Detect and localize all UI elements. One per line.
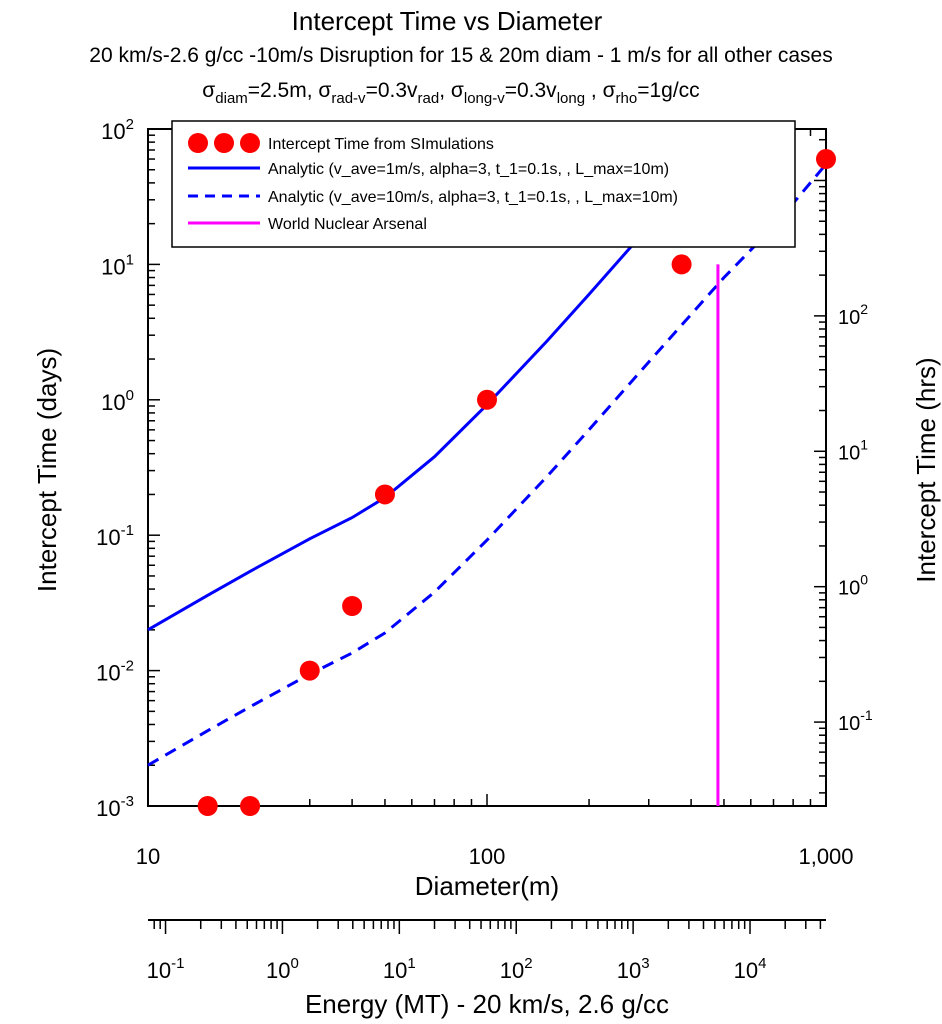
- legend-label-nuclear: World Nuclear Arsenal: [268, 216, 427, 233]
- legend-label-analytic-10ms: Analytic (v_ave=10m/s, alpha=3, t_1=0.1s…: [268, 189, 678, 206]
- x-tick-label: 100: [469, 844, 506, 869]
- legend-marker-2: [214, 133, 234, 153]
- x-axis-label: Diameter(m): [415, 871, 559, 901]
- data-point: [374, 484, 395, 505]
- y2-tick-label: 101: [838, 436, 868, 464]
- energy-axis-label: Energy (MT) - 20 km/s, 2.6 g/cc: [305, 989, 669, 1019]
- x-tick-label: 10: [136, 844, 160, 869]
- data-point: [299, 660, 320, 681]
- chart-title: Intercept Time vs Diameter: [292, 6, 603, 36]
- y2-tick-label: 100: [838, 572, 868, 600]
- y-tick-label: 10-1: [96, 522, 134, 550]
- legend-marker-3: [240, 133, 260, 153]
- energy-tick-label: 103: [617, 955, 650, 983]
- y2-tick-label: 102: [838, 301, 868, 329]
- legend-label-simulations: Intercept Time from SImulations: [268, 136, 494, 153]
- data-point: [816, 149, 836, 170]
- data-point: [342, 595, 363, 616]
- energy-tick-label: 100: [266, 955, 299, 983]
- energy-tick-label: 10-1: [147, 955, 185, 983]
- x-tick-label: 1,000: [798, 844, 853, 869]
- energy-tick-label: 102: [500, 955, 533, 983]
- data-point: [477, 389, 497, 410]
- data-point: [240, 796, 261, 816]
- y-tick-label: 10-3: [96, 793, 134, 821]
- axes: 10 100 1,000 10-3 10-2 10-1 100 101 102 10-1 100 10…: [96, 116, 873, 983]
- y-tick-label: 10-2: [96, 658, 134, 686]
- energy-tick-label: 104: [734, 955, 767, 983]
- legend-label-analytic-1ms: Analytic (v_ave=1m/s, alpha=3, t_1=0.1s,…: [268, 161, 669, 178]
- y-tick-label: 100: [101, 387, 134, 415]
- y2-axis-label: Intercept Time (hrs): [911, 357, 941, 582]
- legend: Intercept Time from SImulations Analytic…: [171, 120, 796, 248]
- data-point: [197, 796, 218, 816]
- legend-marker-1: [188, 133, 208, 153]
- data-point: [671, 254, 692, 275]
- legend-box: [171, 120, 796, 248]
- series-line-2: [147, 163, 828, 767]
- y-tick-label: 102: [101, 116, 134, 144]
- y2-tick-label: 10-1: [838, 707, 873, 735]
- y-axis-label: Intercept Time (days): [32, 348, 62, 592]
- y-tick-label: 101: [101, 251, 134, 279]
- chart-subtitle: 20 km/s-2.6 g/cc -10m/s Disruption for 1…: [89, 44, 832, 67]
- sigma-parameters: σdiam=2.5m, σrad-v=0.3vrad, σlong-v=0.3v…: [202, 79, 699, 107]
- energy-tick-label: 101: [383, 955, 416, 983]
